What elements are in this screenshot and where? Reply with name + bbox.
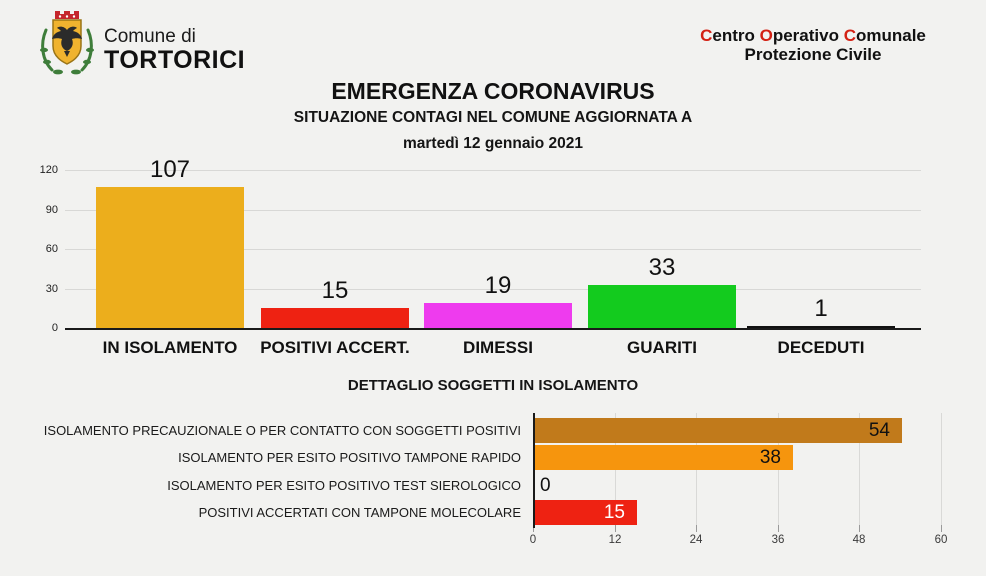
y-axis-tick-30: 30 (45, 282, 58, 295)
coc-word-rest: perativo (772, 26, 844, 45)
x-axis-tick-mark-48 (859, 525, 860, 532)
x-axis-tick-24: 24 (689, 534, 703, 546)
coc-block: Centro Operativo Comunale Protezione Civ… (640, 26, 986, 64)
bar-category-label: DECEDUTI (777, 338, 865, 357)
x-axis-tick-12: 12 (608, 534, 622, 546)
gridline-y-60 (65, 249, 921, 250)
gridline-x-24 (696, 413, 697, 528)
y-axis-tick-0: 0 (51, 322, 58, 334)
bar-value-label: 15 (321, 277, 349, 304)
page-title: EMERGENZA CORONAVIRUS (331, 78, 655, 104)
detail-bar-value-label: 38 (759, 447, 781, 468)
gridline-y-90 (65, 209, 921, 211)
y-axis-tick-120: 120 (39, 164, 58, 176)
gridline-x-48 (859, 413, 860, 528)
y-axis-tick-60: 60 (45, 243, 58, 255)
detail-bar-value-label: 0 (540, 475, 551, 496)
detail-row-label: ISOLAMENTO PER ESITO POSITIVO TEST SIERO… (167, 478, 521, 493)
x-axis-tick-mark-0 (533, 525, 534, 532)
municipality-name: Comune di TORTORICI (104, 26, 246, 74)
x-axis-tick-mark-24 (696, 525, 697, 532)
bar-category-label: IN ISOLAMENTO (102, 338, 238, 357)
gridline-y-120 (65, 170, 921, 171)
bar-category-label: GUARITI (627, 338, 697, 357)
bar-positivi-accert- (261, 308, 409, 328)
coc-title: Centro Operativo Comunale (640, 26, 986, 45)
x-axis-tick-mark-36 (778, 525, 779, 532)
detail-bar-value-label: 54 (868, 420, 890, 441)
x-axis-tick-48: 48 (852, 534, 866, 546)
detail-bar-1 (535, 445, 793, 470)
detail-row-label: POSITIVI ACCERTATI CON TAMPONE MOLECOLAR… (198, 505, 521, 520)
bar-category-label: DIMESSI (463, 338, 533, 357)
crest-icon (40, 11, 94, 75)
bar-value-label: 19 (484, 272, 512, 299)
municipality-name-small: Comune di (104, 26, 196, 47)
bar-deceduti (747, 326, 895, 328)
bar-value-label: 33 (648, 254, 676, 281)
x-axis-tick-mark-12 (615, 525, 616, 532)
y-axis-tick-90: 90 (45, 203, 58, 216)
coc-word-rest: entro (712, 26, 760, 45)
y-axis-line (533, 413, 535, 528)
gridline-y-30 (65, 288, 921, 290)
gridline-x-12 (615, 413, 616, 528)
x-axis-line (65, 328, 921, 330)
x-axis-tick-60: 60 (934, 534, 948, 546)
detail-row-label: ISOLAMENTO PRECAUZIONALE O PER CONTATTO … (43, 423, 521, 438)
coc-word-initial: O (759, 26, 773, 45)
gridline-x-36 (778, 413, 779, 528)
coc-word-rest: omunale (855, 26, 926, 45)
detail-chart-title: DETTAGLIO SOGGETTI IN ISOLAMENTO (347, 377, 639, 394)
x-axis-tick-mark-60 (941, 525, 942, 532)
bar-category-label: POSITIVI ACCERT. (260, 338, 410, 357)
bar-dimessi (424, 303, 572, 328)
bar-value-label: 1 (814, 295, 828, 322)
bar-in-isolamento (96, 187, 244, 328)
municipality-name-big: TORTORICI (104, 45, 246, 74)
municipality-crest-logo (38, 6, 96, 76)
x-axis-tick-0: 0 (529, 534, 537, 546)
page-date: martedì 12 gennaio 2021 (402, 135, 584, 152)
page-subtitle: SITUAZIONE CONTAGI NEL COMUNE AGGIORNATA… (293, 109, 693, 126)
coc-word-initial: C (843, 26, 856, 45)
x-axis-tick-36: 36 (771, 534, 785, 546)
detail-bar-3 (535, 500, 637, 525)
coc-word-initial: C (700, 26, 713, 45)
bar-guariti (588, 285, 736, 328)
coc-subtitle: Protezione Civile (744, 45, 882, 64)
bar-value-label: 107 (149, 156, 191, 183)
gridline-x-60 (941, 413, 942, 528)
detail-row-label: ISOLAMENTO PER ESITO POSITIVO TAMPONE RA… (178, 450, 521, 465)
detail-bar-0 (535, 418, 902, 443)
detail-bar-value-label: 15 (603, 502, 625, 523)
